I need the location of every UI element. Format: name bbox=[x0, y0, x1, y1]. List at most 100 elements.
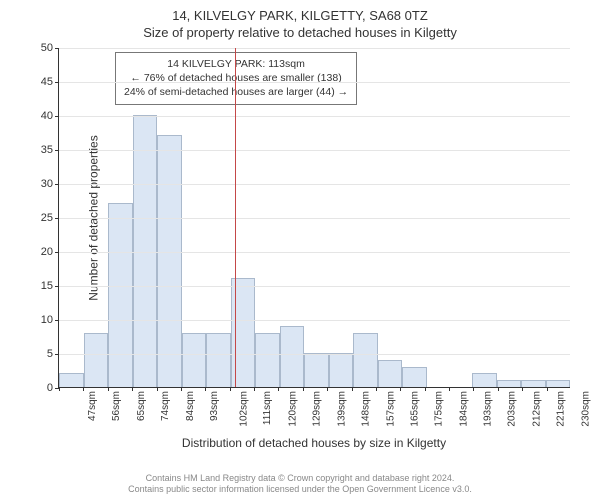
x-tick-label: 230sqm bbox=[580, 391, 591, 427]
chart-container: 14, KILVELGY PARK, KILGETTY, SA68 0TZ Si… bbox=[0, 0, 600, 500]
marker-line bbox=[235, 48, 236, 387]
x-tick-label: 221sqm bbox=[556, 391, 567, 427]
x-tick bbox=[425, 387, 426, 391]
x-tick-label: 129sqm bbox=[312, 391, 323, 427]
gridline bbox=[59, 150, 570, 151]
x-tick-label: 111sqm bbox=[262, 391, 273, 425]
histogram-bar bbox=[402, 367, 427, 387]
gridline bbox=[59, 116, 570, 117]
histogram-bar bbox=[304, 353, 329, 387]
x-tick-label: 175sqm bbox=[434, 391, 445, 427]
x-tick-label: 56sqm bbox=[111, 391, 122, 421]
histogram-bar bbox=[133, 115, 158, 387]
y-tick-label: 0 bbox=[47, 382, 53, 394]
annotation-box: 14 KILVELGY PARK: 113sqm ← 76% of detach… bbox=[115, 52, 357, 105]
gridline bbox=[59, 184, 570, 185]
x-tick bbox=[376, 387, 377, 391]
x-tick-label: 120sqm bbox=[288, 391, 299, 427]
x-tick-label: 148sqm bbox=[361, 391, 372, 427]
x-tick-label: 84sqm bbox=[185, 391, 196, 421]
gridline bbox=[59, 218, 570, 219]
gridline bbox=[59, 48, 570, 49]
footer-line1: Contains HM Land Registry data © Crown c… bbox=[0, 473, 600, 485]
page-subtitle: Size of property relative to detached ho… bbox=[0, 23, 600, 40]
annotation-line2: ← 76% of detached houses are smaller (13… bbox=[124, 71, 348, 85]
x-tick bbox=[132, 387, 133, 391]
y-tick-label: 45 bbox=[41, 76, 53, 88]
histogram-bar bbox=[206, 333, 231, 387]
histogram-bar bbox=[378, 360, 403, 387]
y-tick bbox=[55, 354, 59, 355]
y-tick bbox=[55, 48, 59, 49]
x-tick bbox=[327, 387, 328, 391]
y-tick-label: 35 bbox=[41, 144, 53, 156]
histogram-bar bbox=[108, 203, 133, 387]
y-tick-label: 15 bbox=[41, 280, 53, 292]
x-tick bbox=[83, 387, 84, 391]
y-tick-label: 30 bbox=[41, 178, 53, 190]
x-tick bbox=[157, 387, 158, 391]
y-tick bbox=[55, 286, 59, 287]
histogram-bar bbox=[329, 353, 354, 387]
x-tick-label: 139sqm bbox=[336, 391, 347, 427]
footer-copyright: Contains HM Land Registry data © Crown c… bbox=[0, 473, 600, 496]
x-tick bbox=[108, 387, 109, 391]
histogram-bar bbox=[353, 333, 378, 387]
x-tick-label: 93sqm bbox=[209, 391, 220, 421]
x-tick bbox=[547, 387, 548, 391]
annotation-line3: 24% of semi-detached houses are larger (… bbox=[124, 85, 348, 99]
x-tick-label: 74sqm bbox=[160, 391, 171, 421]
y-tick bbox=[55, 82, 59, 83]
annotation-line1: 14 KILVELGY PARK: 113sqm bbox=[124, 57, 348, 71]
x-tick bbox=[303, 387, 304, 391]
x-tick bbox=[473, 387, 474, 391]
y-tick-label: 25 bbox=[41, 212, 53, 224]
x-tick-label: 157sqm bbox=[385, 391, 396, 427]
x-tick bbox=[181, 387, 182, 391]
y-tick bbox=[55, 116, 59, 117]
x-tick bbox=[59, 387, 60, 391]
histogram-bar bbox=[84, 333, 109, 387]
gridline bbox=[59, 354, 570, 355]
histogram-bar bbox=[521, 380, 546, 387]
gridline bbox=[59, 320, 570, 321]
x-tick bbox=[449, 387, 450, 391]
x-tick bbox=[400, 387, 401, 391]
x-tick-label: 193sqm bbox=[483, 391, 494, 427]
histogram-bar bbox=[280, 326, 305, 387]
gridline bbox=[59, 82, 570, 83]
y-tick bbox=[55, 150, 59, 151]
y-tick-label: 20 bbox=[41, 246, 53, 258]
x-tick-label: 165sqm bbox=[410, 391, 421, 427]
footer-line2: Contains public sector information licen… bbox=[0, 484, 600, 496]
histogram-bar bbox=[157, 135, 182, 387]
y-tick bbox=[55, 252, 59, 253]
x-tick bbox=[498, 387, 499, 391]
histogram-bar bbox=[546, 380, 571, 387]
y-tick bbox=[55, 320, 59, 321]
x-tick bbox=[230, 387, 231, 391]
y-tick bbox=[55, 218, 59, 219]
histogram-bar bbox=[472, 373, 497, 387]
x-tick-label: 102sqm bbox=[239, 391, 250, 427]
x-tick-label: 203sqm bbox=[507, 391, 518, 427]
histogram-bar bbox=[497, 380, 522, 387]
y-tick-label: 5 bbox=[47, 348, 53, 360]
x-tick-label: 47sqm bbox=[87, 391, 98, 421]
x-tick bbox=[522, 387, 523, 391]
y-tick-label: 40 bbox=[41, 110, 53, 122]
gridline bbox=[59, 286, 570, 287]
histogram-plot: Number of detached properties 14 KILVELG… bbox=[58, 48, 570, 388]
x-tick-label: 65sqm bbox=[136, 391, 147, 421]
histogram-bar bbox=[182, 333, 207, 387]
x-tick bbox=[205, 387, 206, 391]
histogram-bar bbox=[59, 373, 84, 387]
x-tick bbox=[278, 387, 279, 391]
x-tick bbox=[254, 387, 255, 391]
histogram-bar bbox=[255, 333, 280, 387]
page-title: 14, KILVELGY PARK, KILGETTY, SA68 0TZ bbox=[0, 0, 600, 23]
x-axis-label: Distribution of detached houses by size … bbox=[58, 436, 570, 450]
x-tick bbox=[352, 387, 353, 391]
y-tick bbox=[55, 184, 59, 185]
x-tick-label: 184sqm bbox=[458, 391, 469, 427]
